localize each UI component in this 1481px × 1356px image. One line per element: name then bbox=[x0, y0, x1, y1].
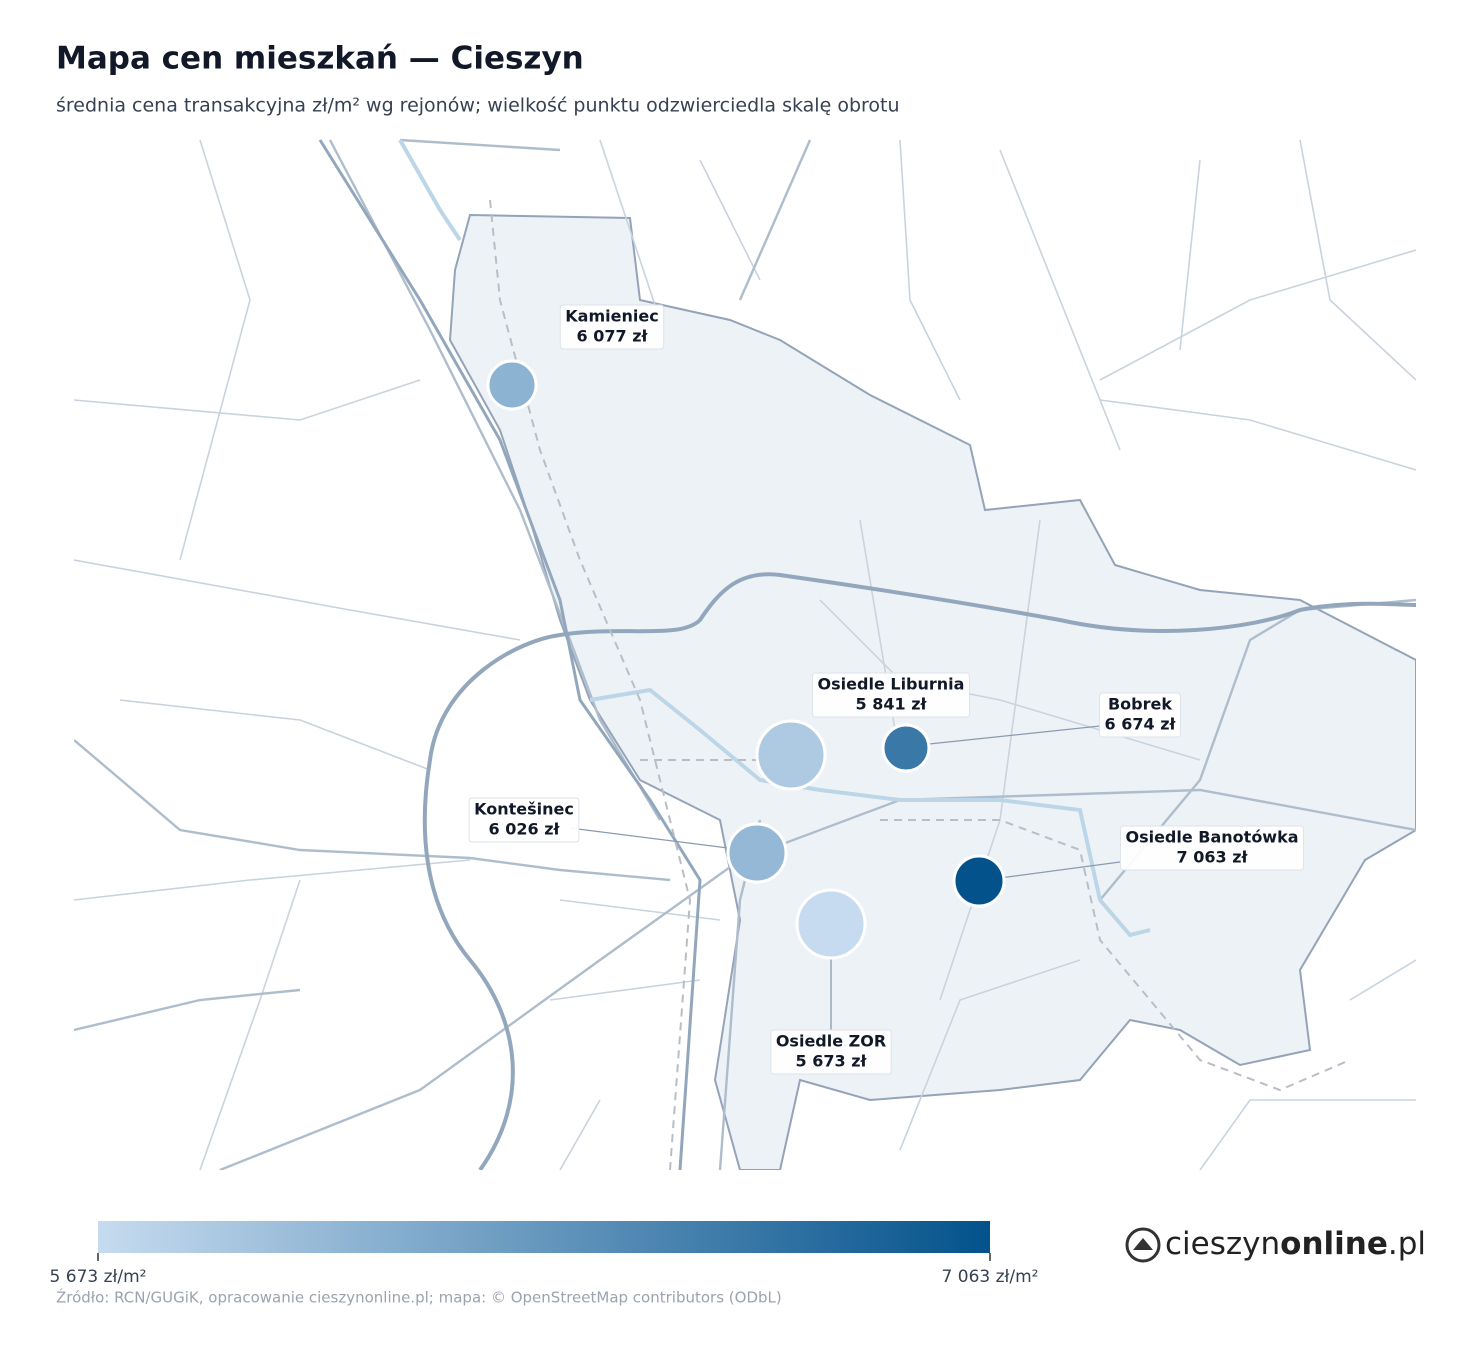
river bbox=[398, 139, 1151, 938]
point-name: Bobrek bbox=[1108, 695, 1172, 714]
label-box bbox=[770, 1029, 892, 1075]
leader-line bbox=[569, 827, 729, 849]
label-box bbox=[1119, 825, 1305, 871]
point-value: 7 063 zł bbox=[1177, 848, 1249, 867]
colorbar-tick-label: 5 673 zł/m² bbox=[50, 1267, 147, 1287]
leader-line bbox=[928, 725, 1101, 745]
basemap bbox=[74, 138, 1416, 1170]
point-value: 5 673 zł bbox=[796, 1052, 868, 1071]
price-point bbox=[795, 888, 867, 960]
source: Źródło: RCN/GUGiK, opracowanie cieszynon… bbox=[56, 1288, 782, 1307]
logo-part: online bbox=[1280, 1226, 1388, 1262]
point-name: Osiedle ZOR bbox=[776, 1032, 886, 1051]
leader-line bbox=[999, 861, 1121, 879]
price-point bbox=[726, 822, 788, 884]
chart-subtitle: średnia cena transakcyjna zł/m² wg rejon… bbox=[56, 95, 900, 117]
colorbar bbox=[98, 1221, 990, 1253]
logo-part: cieszyn bbox=[1165, 1226, 1280, 1262]
label-box bbox=[812, 672, 970, 718]
price-point bbox=[755, 719, 827, 791]
chart-title: Mapa cen mieszkań — Cieszyn bbox=[56, 41, 584, 77]
point-name: Osiedle Liburnia bbox=[818, 675, 965, 694]
label-box bbox=[1099, 692, 1181, 738]
logo: cieszynonline.pl bbox=[1125, 1226, 1426, 1263]
logo-text: cieszynonline.pl bbox=[1165, 1226, 1426, 1262]
point-value: 5 841 zł bbox=[856, 695, 928, 714]
label-box bbox=[559, 304, 665, 350]
price-point bbox=[486, 359, 538, 411]
logo-icon-shape bbox=[1133, 1238, 1153, 1250]
point-name: Kamieniec bbox=[565, 307, 658, 326]
price-point bbox=[881, 723, 931, 773]
label-box bbox=[468, 797, 580, 843]
point-value: 6 077 zł bbox=[577, 327, 649, 346]
point-value: 6 026 zł bbox=[489, 820, 561, 839]
point-value: 6 674 zł bbox=[1105, 715, 1177, 734]
point-name: Kontešinec bbox=[474, 800, 574, 819]
point-name: Osiedle Banotówka bbox=[1125, 828, 1298, 847]
colorbar-tick-label: 7 063 zł/m² bbox=[942, 1267, 1039, 1287]
logo-part: .pl bbox=[1388, 1226, 1426, 1262]
price-point bbox=[952, 854, 1006, 908]
points bbox=[486, 359, 1121, 1030]
railway bbox=[489, 199, 1351, 1170]
